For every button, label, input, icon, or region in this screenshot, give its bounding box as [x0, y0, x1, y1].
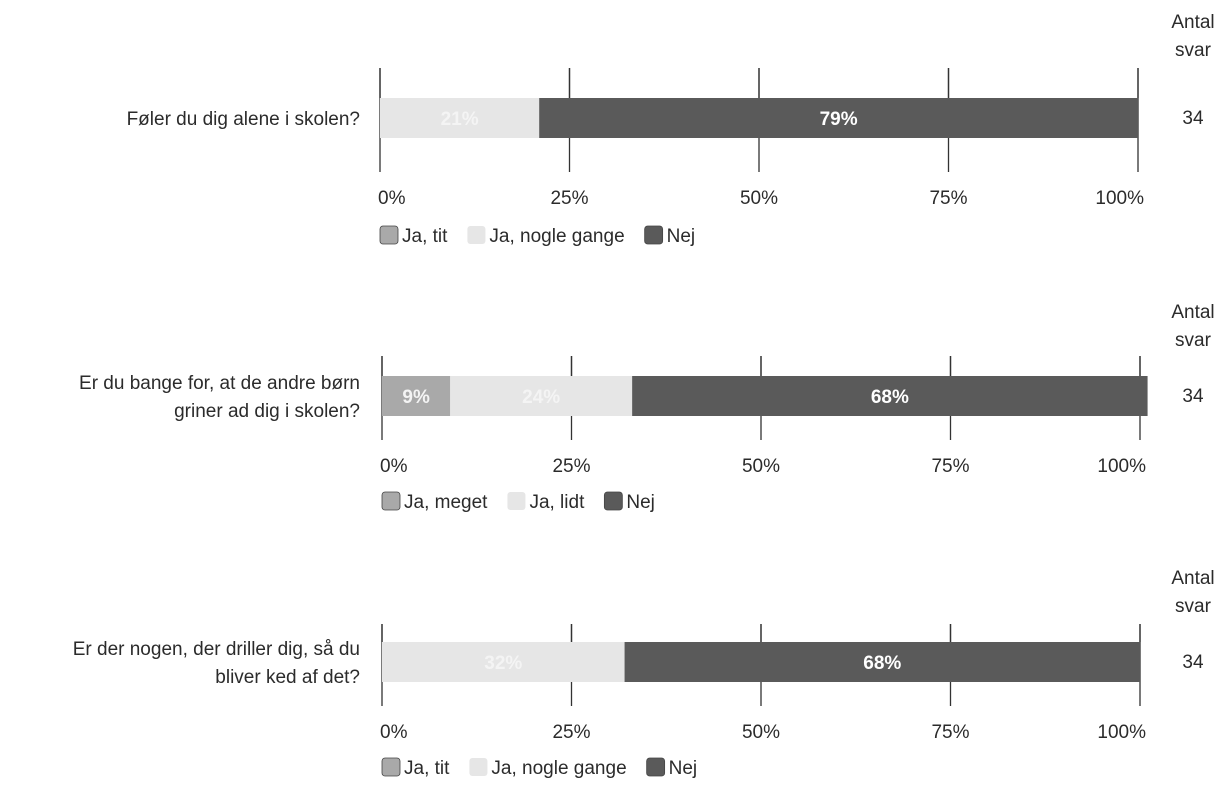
- legend-label: Ja, nogle gange: [489, 226, 624, 247]
- legend-label: Ja, meget: [404, 492, 488, 513]
- response-count: 34: [1182, 108, 1204, 129]
- legend-label: Nej: [669, 758, 698, 779]
- legend-swatch: [381, 757, 401, 777]
- bar-segment: [632, 376, 1148, 416]
- response-count: 34: [1182, 386, 1204, 407]
- tick-label: 0%: [378, 188, 406, 209]
- bar-segment: [382, 642, 625, 682]
- tick-label: 25%: [550, 188, 588, 209]
- tick-label: 100%: [1097, 456, 1146, 477]
- legend-swatch: [379, 225, 399, 245]
- count-header-line: svar: [1175, 596, 1212, 617]
- count-header-line: Antal: [1171, 568, 1214, 589]
- legend-label: Ja, nogle gange: [491, 758, 626, 779]
- legend-label: Ja, tit: [402, 226, 448, 247]
- legend-swatch: [646, 757, 666, 777]
- tick-label: 75%: [931, 456, 969, 477]
- count-header-line: svar: [1175, 330, 1212, 351]
- segment-label: 79%: [820, 109, 858, 130]
- response-count: 34: [1182, 652, 1204, 673]
- count-header-line: svar: [1175, 40, 1212, 61]
- bar-segment: [539, 98, 1138, 138]
- legend-swatch: [467, 226, 486, 244]
- question-text: bliver ked af det?: [215, 667, 360, 688]
- tick-label: 0%: [380, 722, 408, 743]
- tick-label: 50%: [740, 188, 778, 209]
- tick-label: 0%: [380, 456, 408, 477]
- segment-label: 24%: [522, 387, 560, 408]
- tick-label: 75%: [929, 188, 967, 209]
- legend-swatch: [603, 491, 623, 511]
- tick-label: 50%: [742, 722, 780, 743]
- segment-label: 32%: [484, 653, 522, 674]
- legend-swatch: [507, 492, 526, 510]
- bar-segment: [380, 98, 540, 138]
- bar-segment: [624, 642, 1140, 682]
- count-header-line: Antal: [1171, 12, 1214, 33]
- segment-label: 68%: [863, 653, 901, 674]
- legend-swatch: [381, 491, 401, 511]
- legend-label: Nej: [667, 226, 696, 247]
- segment-label: 9%: [402, 387, 430, 408]
- tick-label: 50%: [742, 456, 780, 477]
- tick-label: 75%: [931, 722, 969, 743]
- bar-segment: [450, 376, 633, 416]
- segment-label: 68%: [871, 387, 909, 408]
- tick-label: 100%: [1097, 722, 1146, 743]
- tick-label: 100%: [1095, 188, 1144, 209]
- legend-swatch: [469, 758, 488, 776]
- bar-segment: [382, 376, 451, 416]
- segment-label: 21%: [441, 109, 479, 130]
- tick-label: 25%: [552, 722, 590, 743]
- legend-swatch: [644, 225, 664, 245]
- question-text: Er du bange for, at de andre børn: [79, 373, 360, 394]
- question-text: Er der nogen, der driller dig, så du: [73, 639, 360, 660]
- legend-label: Ja, tit: [404, 758, 450, 779]
- question-text: Føler du dig alene i skolen?: [127, 109, 360, 130]
- question-text: griner ad dig i skolen?: [174, 401, 360, 422]
- legend-label: Nej: [626, 492, 655, 513]
- legend-label: Ja, lidt: [529, 492, 585, 513]
- count-header-line: Antal: [1171, 302, 1214, 323]
- tick-label: 25%: [552, 456, 590, 477]
